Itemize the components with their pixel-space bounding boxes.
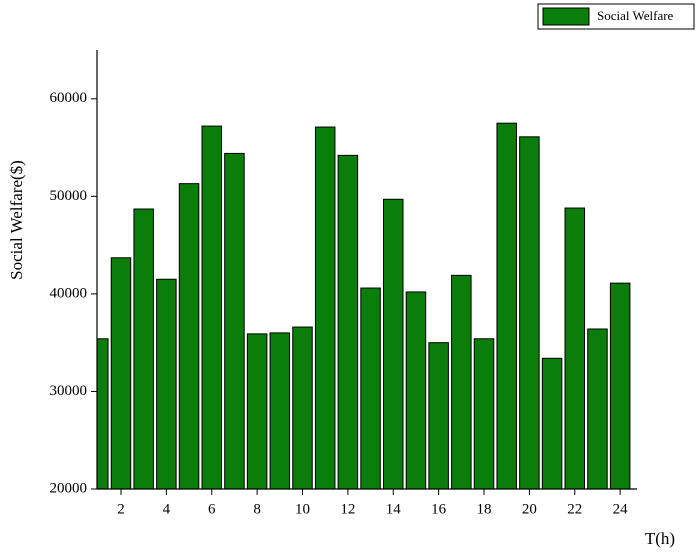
bar xyxy=(133,208,154,490)
bar xyxy=(541,357,563,490)
y-tick-label: 20000 xyxy=(50,480,88,496)
bar xyxy=(269,332,291,490)
x-tick-label: 4 xyxy=(163,501,171,517)
x-tick-label: 12 xyxy=(340,501,355,517)
x-tick-label: 22 xyxy=(567,501,582,517)
x-tick-label: 20 xyxy=(522,501,537,517)
bar xyxy=(496,122,517,490)
bar xyxy=(360,287,381,490)
legend-label: Social Welfare xyxy=(597,8,674,23)
bar xyxy=(110,257,132,490)
bar xyxy=(451,274,472,490)
bar xyxy=(201,125,223,490)
x-tick-label: 8 xyxy=(253,501,261,517)
bar xyxy=(383,198,404,490)
bar xyxy=(156,278,177,490)
bar xyxy=(587,328,608,490)
bar xyxy=(473,338,495,490)
bar xyxy=(178,183,200,490)
x-tick-label: 10 xyxy=(295,501,310,517)
x-tick-label: 18 xyxy=(477,501,492,517)
legend-swatch xyxy=(542,7,590,26)
y-tick-label: 30000 xyxy=(50,383,88,399)
x-tick-label: 2 xyxy=(117,501,125,517)
bar xyxy=(519,136,540,490)
x-axis-label: T(h) xyxy=(645,529,675,548)
bar xyxy=(609,282,631,490)
bar xyxy=(314,126,336,490)
y-tick-label: 50000 xyxy=(50,188,88,204)
bars xyxy=(97,122,631,490)
x-tick-label: 6 xyxy=(208,501,216,517)
bar xyxy=(564,207,586,490)
bar xyxy=(246,333,268,490)
bar xyxy=(428,342,449,490)
x-tick-label: 24 xyxy=(613,501,629,517)
x-tick-label: 16 xyxy=(431,501,447,517)
bar xyxy=(337,154,359,490)
y-tick-label: 40000 xyxy=(50,285,88,301)
bar xyxy=(405,291,427,490)
y-axis-label: Social Welfare($) xyxy=(7,160,26,280)
y-tick-label: 60000 xyxy=(50,90,88,106)
bar xyxy=(97,338,109,490)
bar xyxy=(292,326,313,490)
bar xyxy=(224,152,245,490)
x-tick-label: 14 xyxy=(386,501,402,517)
